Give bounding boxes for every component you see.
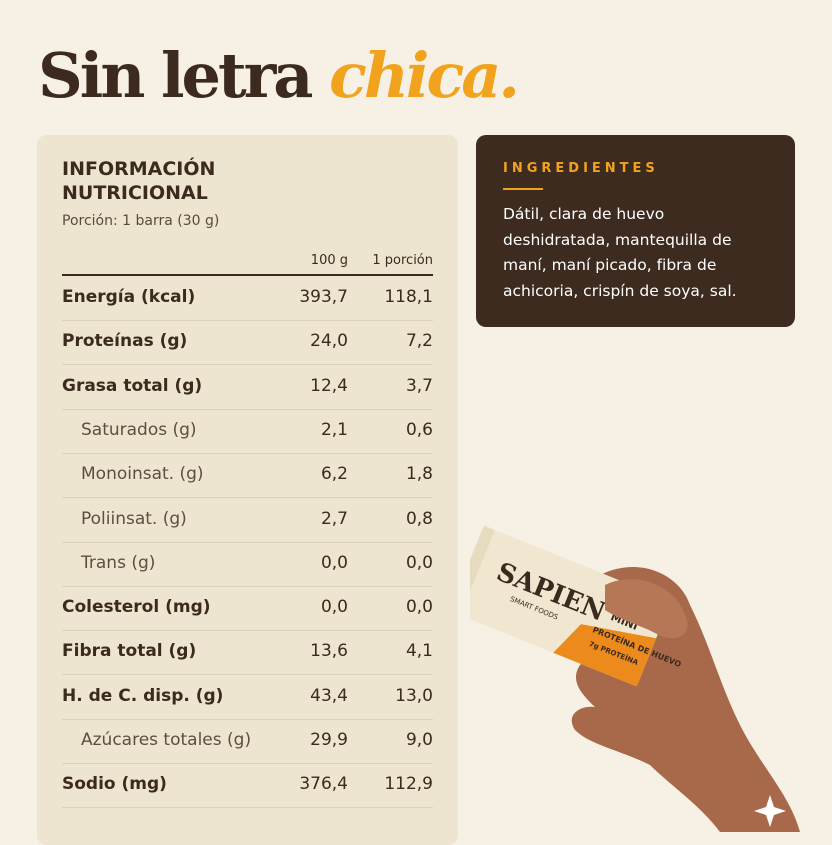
value-portion: 0,0: [405, 552, 433, 573]
value-portion: 0,6: [405, 419, 433, 440]
row-label: Azúcares totales (g): [81, 730, 252, 750]
value-portion: 0,0: [405, 597, 433, 618]
row: Proteínas (g) 24,0 7,2: [62, 320, 433, 366]
value-portion: 7,2: [405, 331, 433, 352]
row: Grasa total (g) 12,4 3,7: [62, 365, 433, 410]
row-label: Monoinsat. (g): [81, 464, 204, 485]
row-label: Fibra total (g): [62, 641, 197, 662]
row-label: Proteínas (g): [62, 331, 188, 352]
row: Sodio (mg) 376,4 112,9: [62, 763, 433, 809]
value-portion: 1,8: [405, 464, 433, 485]
row-label: H. de C. disp. (g): [62, 685, 224, 706]
accent-line: [503, 188, 543, 190]
value-100g: 0,0: [320, 597, 348, 618]
row: H. de C. disp. (g) 43,4 13,0: [62, 675, 433, 720]
value-100g: 2,1: [320, 419, 348, 440]
title-accent: chica.: [329, 39, 520, 112]
row: Energía (kcal) 393,7 118,1: [62, 276, 433, 321]
ingredients-text: Dátil, clara de huevo deshidratada, mant…: [503, 205, 737, 300]
value-100g: 43,4: [310, 685, 348, 706]
column-header: 1 porción: [372, 253, 433, 268]
value-portion: 4,1: [405, 641, 433, 662]
value-portion: 118,1: [384, 287, 433, 307]
row: Colesterol (mg) 0,0 0,0: [62, 586, 433, 632]
row-label: Trans (g): [81, 552, 156, 573]
row-label: Sodio (mg): [62, 774, 167, 795]
sparkle: [754, 795, 786, 827]
value-100g: 376,4: [299, 774, 348, 795]
header-rule: [62, 274, 433, 276]
value-100g: 13,6: [310, 641, 348, 662]
row-label: Poliinsat. (g): [81, 508, 187, 529]
row-label: Grasa total (g): [62, 375, 203, 396]
column-header: 100 g: [310, 253, 348, 268]
value-100g: 24,0: [310, 331, 348, 352]
sub-row: Saturados (g) 2,1 0,6: [62, 409, 433, 454]
portion: Porción: 1 barra (30 g): [62, 213, 220, 229]
nutrition-card: INFORMACIÓN NUTRICIONAL Porción: 1 barra…: [37, 135, 458, 845]
value-100g: 0,0: [320, 552, 348, 573]
row-label: Saturados (g): [81, 419, 197, 440]
title-text: Sin letra: [38, 39, 313, 112]
value-portion: 0,8: [405, 508, 433, 529]
nutrition-title: INFORMACIÓN NUTRICIONAL: [62, 158, 216, 204]
sub-row: Poliinsat. (g) 2,7 0,8: [62, 498, 433, 543]
value-portion: 9,0: [405, 730, 433, 750]
ingredients-card: INGREDIENTES Dátil, clara de huevo deshi…: [476, 135, 795, 327]
row-label: Energía (kcal): [62, 287, 196, 307]
value-100g: 6,2: [320, 464, 348, 485]
value-portion: 13,0: [395, 685, 433, 706]
sub-row: Azúcares totales (g) 29,9 9,0: [62, 719, 433, 764]
value-100g: 12,4: [310, 375, 348, 396]
ingredients-title: INGREDIENTES: [503, 161, 659, 176]
row-label: Colesterol (mg): [62, 597, 211, 618]
value-portion: 3,7: [405, 375, 433, 396]
product-photo: SAPIEN SMART FOODS MINI PROTEÍNA DE HUEV…: [470, 525, 800, 832]
row: Fibra total (g) 13,6 4,1: [62, 630, 433, 676]
title: Sin letra chica.: [38, 36, 520, 116]
value-portion: 112,9: [384, 774, 433, 795]
value-100g: 2,7: [320, 508, 348, 529]
sub-row: Trans (g) 0,0 0,0: [62, 542, 433, 587]
sub-row: Monoinsat. (g) 6,2 1,8: [62, 453, 433, 499]
value-100g: 29,9: [310, 730, 348, 750]
value-100g: 393,7: [299, 287, 348, 307]
